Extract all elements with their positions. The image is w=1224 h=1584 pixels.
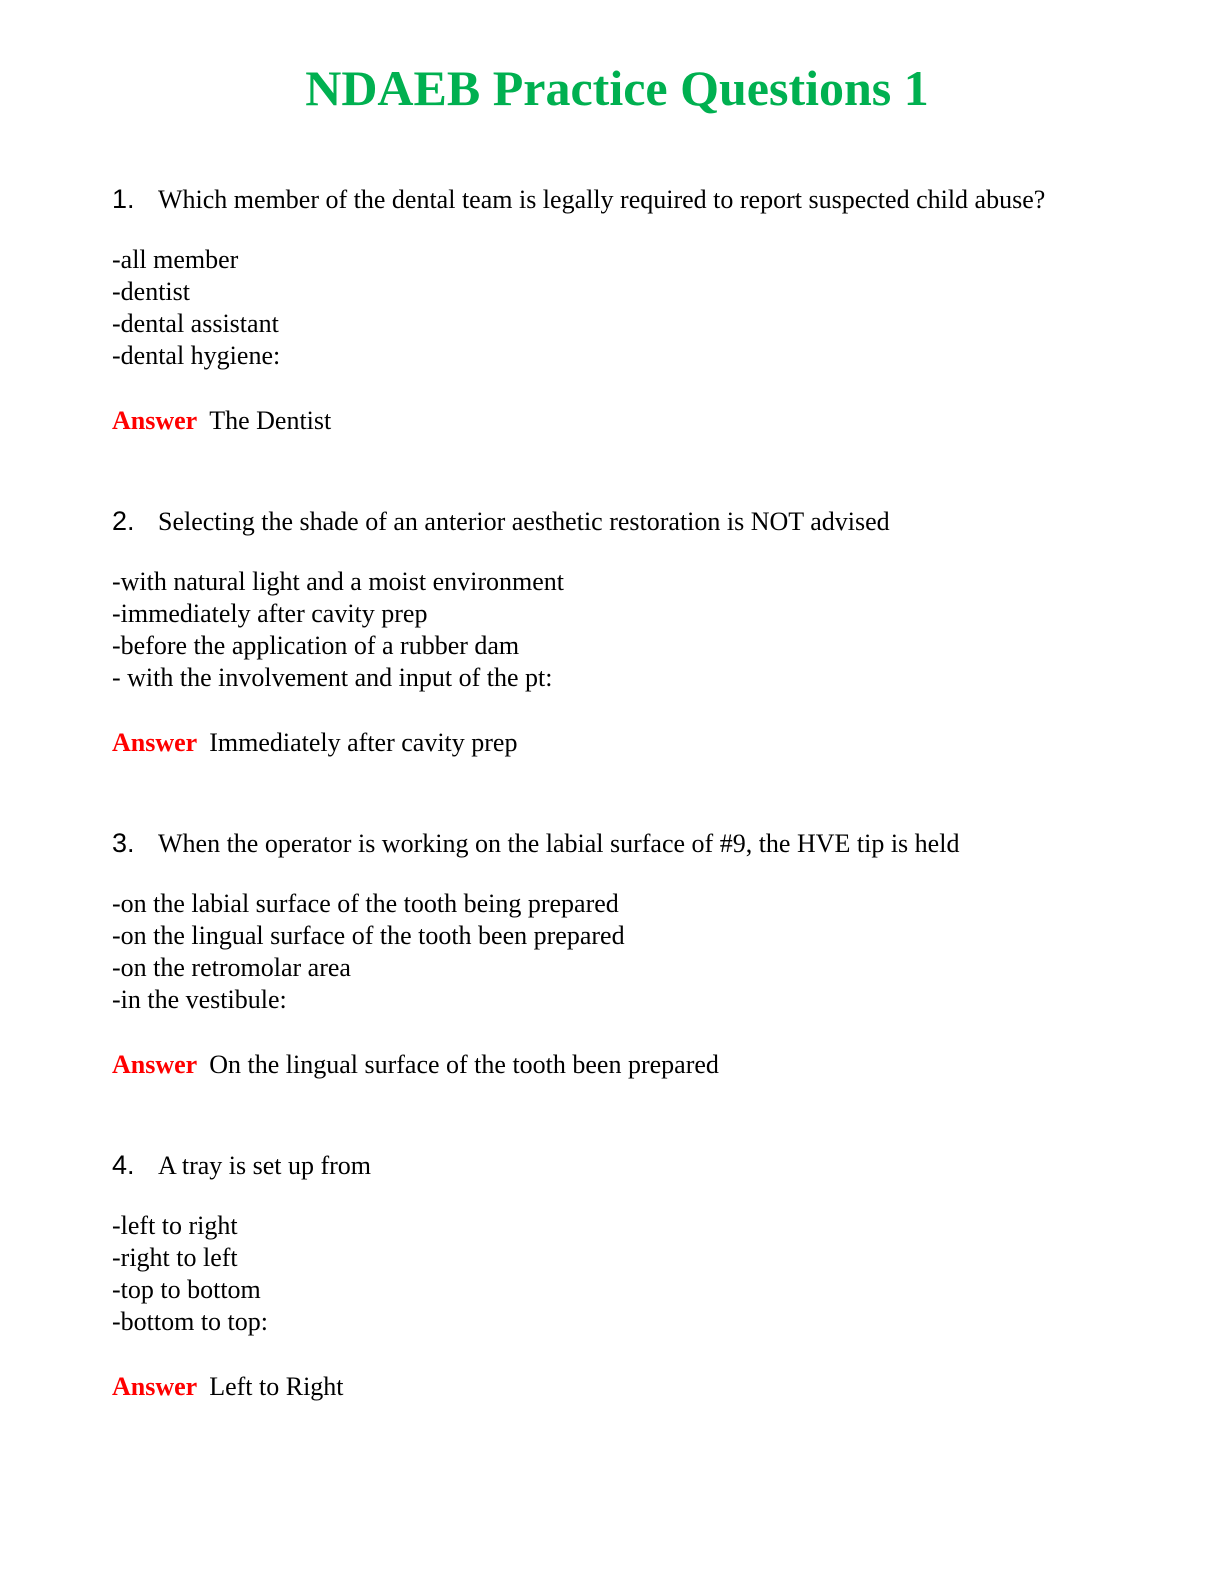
question-text: 4. A tray is set up from <box>112 1148 1192 1182</box>
option: -immediately after cavity prep <box>112 599 428 628</box>
question-block: 1. Which member of the dental team is leg… <box>112 182 1192 438</box>
option: -right to left <box>112 1243 238 1272</box>
answer-text: The Dentist <box>209 406 332 435</box>
option: -on the retromolar area <box>112 953 351 982</box>
question-stem: Selecting the shade of an anterior aesth… <box>158 507 890 536</box>
answer-text: Immediately after cavity prep <box>209 728 518 757</box>
question-stem: When the operator is working on the labi… <box>158 829 960 858</box>
answer-label: Answer <box>112 1372 198 1401</box>
question-number: 3. <box>112 828 135 858</box>
question-number: 1. <box>112 184 135 214</box>
page-title: NDAEB Practice Questions 1 <box>305 60 929 116</box>
question-number: 2. <box>112 506 135 536</box>
answer: Answer On the lingual surface of the toot… <box>112 1048 1192 1082</box>
answer-text: Left to Right <box>209 1372 344 1401</box>
question-block: 3. When the operator is working on the la… <box>112 826 1192 1082</box>
answer: Answer Immediately after cavity prep <box>112 726 1192 760</box>
option: -dental assistant <box>112 309 279 338</box>
question-block: 4. A tray is set up from -left to right -ri… <box>112 1148 1192 1404</box>
question-text: 1. Which member of the dental team is leg… <box>112 182 1192 216</box>
option-list: -left to right -right to left -top to bott… <box>112 1210 1192 1338</box>
option-list: -all member -dentist -dental assistant -den… <box>112 244 1192 372</box>
option-list: -on the labial surface of the tooth bein… <box>112 888 1192 1016</box>
question-text: 3. When the operator is working on the la… <box>112 826 1192 860</box>
option: -top to bottom <box>112 1275 261 1304</box>
option: - with the involvement and input of the … <box>112 663 553 692</box>
answer-label: Answer <box>112 406 198 435</box>
answer-label: Answer <box>112 1050 198 1079</box>
answer-label: Answer <box>112 728 198 757</box>
question-block: 2. Selecting the shade of an anterior aes… <box>112 504 1192 760</box>
option-list: -with natural light and a moist environm… <box>112 566 1192 694</box>
question-stem: Which member of the dental team is legal… <box>158 185 1046 214</box>
option: -all member <box>112 245 239 274</box>
option: -in the vestibule: <box>112 985 287 1014</box>
question-stem: A tray is set up from <box>158 1151 372 1180</box>
option: -left to right <box>112 1211 238 1240</box>
option: -bottom to top: <box>112 1307 268 1336</box>
option: -before the application of a rubber dam <box>112 631 520 660</box>
option: -on the lingual surface of the tooth bee… <box>112 921 625 950</box>
option: -on the labial surface of the tooth bein… <box>112 889 619 918</box>
option: -with natural light and a moist environm… <box>112 567 565 596</box>
question-text: 2. Selecting the shade of an anterior aes… <box>112 504 1192 538</box>
option: -dentist <box>112 277 190 306</box>
answer: Answer The Dentist <box>112 404 1192 438</box>
answer: Answer Left to Right <box>112 1370 1192 1404</box>
question-number: 4. <box>112 1150 135 1180</box>
answer-text: On the lingual surface of the tooth been… <box>209 1050 719 1079</box>
option: -dental hygiene: <box>112 341 281 370</box>
